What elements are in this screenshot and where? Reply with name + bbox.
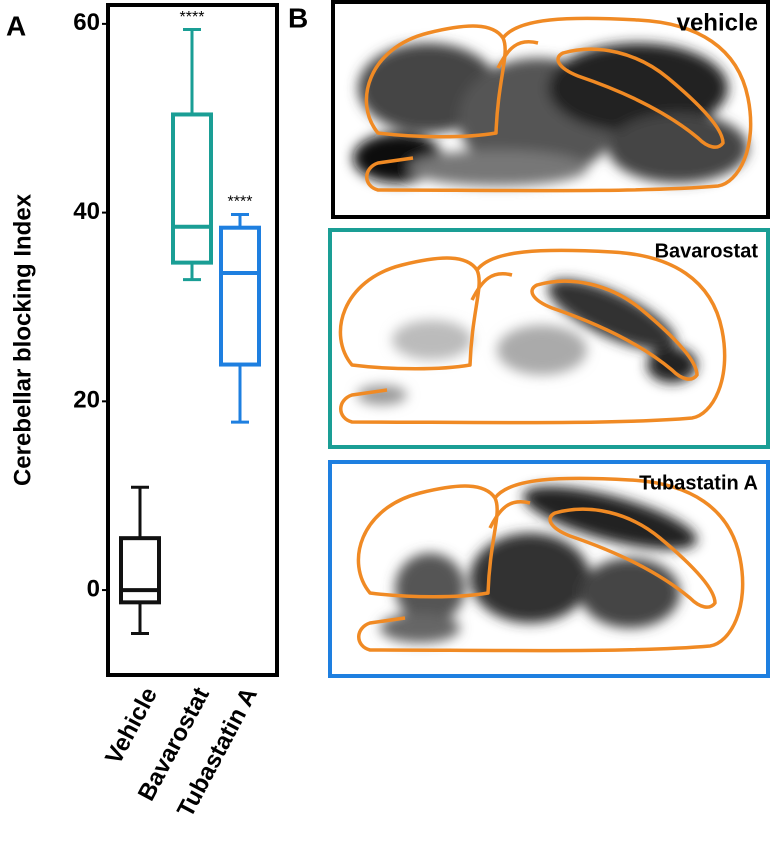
significance: **** — [228, 194, 253, 211]
image-panel — [356, 476, 745, 653]
y-tick-label: 60 — [73, 9, 100, 36]
image-panel — [353, 16, 753, 193]
panel-label: A — [6, 10, 26, 41]
y-axis-label: Cerebellar blocking Index — [9, 193, 36, 486]
box — [119, 536, 161, 605]
y-tick-label: 0 — [87, 575, 100, 602]
image-label: vehicle — [677, 9, 758, 36]
box — [219, 225, 261, 367]
y-tick-label: 40 — [73, 198, 100, 225]
image-label: Bavarostat — [655, 240, 759, 262]
image-panel — [338, 248, 727, 425]
panel-label: B — [288, 2, 308, 33]
plot-frame — [106, 3, 279, 677]
image-frame — [331, 0, 770, 219]
image-frame — [328, 228, 770, 449]
image-label: Tubastatin A — [639, 472, 758, 494]
image-frame — [328, 460, 770, 678]
box — [171, 112, 213, 265]
y-tick-label: 20 — [73, 387, 100, 414]
significance: **** — [180, 9, 205, 26]
